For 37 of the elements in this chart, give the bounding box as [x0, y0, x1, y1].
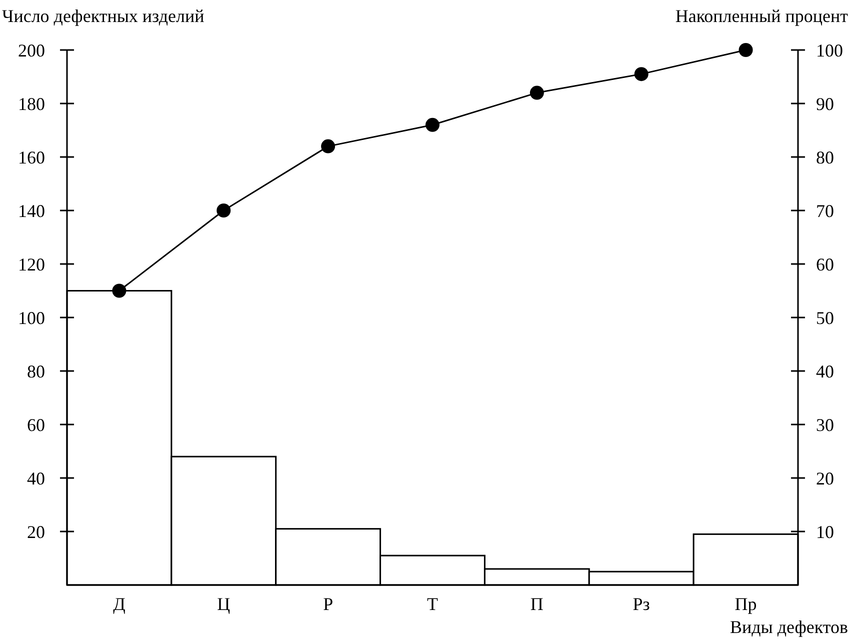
y2-tick-label: 90 [816, 94, 834, 114]
x-tick-label: П [530, 594, 544, 614]
y-axis-title: Число дефектных изделий [2, 6, 205, 26]
y-tick-label: 100 [18, 308, 45, 328]
y2-tick-label: 100 [816, 40, 843, 60]
y2-tick-label: 30 [816, 414, 834, 435]
y-tick-label: 160 [18, 147, 45, 168]
x-tick-label: Д [113, 594, 126, 614]
y2-tick-label: 60 [816, 254, 834, 274]
point [216, 204, 231, 218]
x-tick-label: Рз [632, 594, 650, 614]
x-tick-label: Т [427, 594, 438, 614]
x-axis-title: Виды дефектов [730, 617, 848, 637]
y2-axis-title: Накопленный процент [675, 6, 848, 26]
point [634, 67, 648, 82]
y-tick-label: 60 [27, 414, 45, 435]
y2-tick-label: 40 [816, 361, 834, 382]
y-tick-label: 40 [27, 468, 45, 488]
x-tick-label: Р [323, 594, 334, 614]
point [738, 43, 753, 57]
point [321, 139, 336, 154]
x-tick-label: Пр [734, 594, 757, 614]
y-tick-label: 140 [18, 200, 45, 221]
y-tick-label: 20 [27, 522, 45, 542]
y-tick-label: 80 [27, 361, 45, 382]
y2-tick-label: 70 [816, 200, 834, 221]
y-tick-label: 180 [18, 94, 45, 114]
point [426, 118, 440, 132]
y-tick-label: 200 [18, 40, 45, 60]
y2-tick-label: 10 [816, 522, 834, 542]
point [530, 86, 544, 100]
y2-tick-label: 50 [816, 308, 834, 328]
x-tick-label: Ц [217, 594, 230, 614]
y2-tick-label: 80 [816, 147, 834, 168]
point [112, 284, 126, 298]
y2-tick-label: 20 [816, 468, 834, 488]
y-tick-label: 120 [18, 254, 45, 274]
